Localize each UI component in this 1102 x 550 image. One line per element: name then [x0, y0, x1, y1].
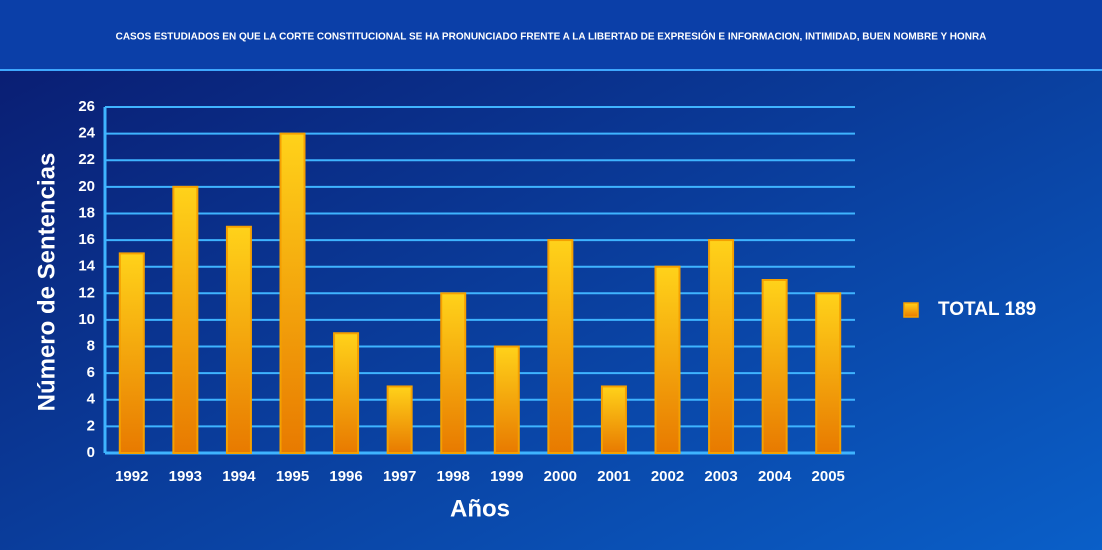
- y-tick-label: 24: [78, 125, 95, 142]
- y-tick-label: 0: [87, 444, 95, 461]
- x-tick-label: 2003: [704, 468, 737, 485]
- x-tick-label: 1999: [490, 468, 523, 485]
- y-tick-label: 6: [87, 364, 95, 381]
- y-axis-label: Número de Sentencias: [33, 153, 60, 412]
- bar: [600, 385, 627, 455]
- bar: [333, 332, 360, 455]
- bar: [547, 239, 574, 454]
- x-axis-label: Años: [450, 495, 510, 522]
- bar: [386, 385, 413, 455]
- y-tick-label: 26: [78, 98, 95, 115]
- y-tick-label: 22: [78, 151, 95, 168]
- title-bar: [0, 0, 1102, 70]
- bar: [279, 132, 306, 454]
- y-tick-label: 16: [78, 231, 95, 248]
- x-tick-label: 1995: [276, 468, 309, 485]
- y-tick-label: 8: [87, 338, 95, 355]
- bar: [493, 345, 520, 454]
- x-tick-label: 1998: [437, 468, 470, 485]
- y-tick-label: 4: [87, 391, 96, 408]
- x-tick-label: 2001: [597, 468, 630, 485]
- x-tick-label: 2002: [651, 468, 684, 485]
- y-tick-label: 2: [87, 417, 95, 434]
- x-tick-label: 2004: [758, 468, 792, 485]
- y-tick-label: 18: [78, 204, 95, 221]
- x-tick-label: 2005: [812, 468, 845, 485]
- x-tick-label: 1992: [115, 468, 148, 485]
- y-tick-label: 10: [78, 311, 95, 328]
- bar: [761, 279, 788, 454]
- x-tick-label: 2000: [544, 468, 577, 485]
- bar: [654, 265, 681, 455]
- x-tick-label: 1993: [169, 468, 202, 485]
- x-tick-label: 1994: [222, 468, 256, 485]
- chart-title: CASOS ESTUDIADOS EN QUE LA CORTE CONSTIT…: [116, 30, 987, 43]
- x-tick-label: 1996: [329, 468, 362, 485]
- legend-swatch: [903, 302, 919, 318]
- bar: [815, 292, 842, 454]
- y-tick-label: 20: [78, 178, 95, 195]
- bar: [225, 225, 252, 454]
- x-tick-label: 1997: [383, 468, 416, 485]
- bar: [118, 252, 145, 454]
- bar: [708, 239, 735, 454]
- bar: [172, 185, 199, 454]
- legend-label: TOTAL 189: [938, 299, 1036, 320]
- y-tick-label: 14: [78, 258, 95, 275]
- bar: [440, 292, 467, 454]
- y-tick-label: 12: [78, 284, 95, 301]
